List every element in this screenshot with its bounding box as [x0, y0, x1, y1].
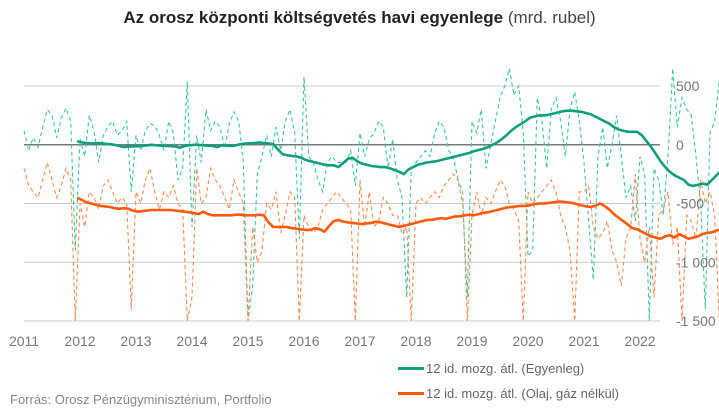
grid-lines — [24, 85, 660, 322]
legend-swatch-orange — [398, 392, 424, 395]
x-tick-label: 2020 — [512, 333, 543, 349]
y-tick-label: 500 — [676, 78, 700, 94]
chart-title-bold: Az orosz központi költségvetés havi egye… — [123, 8, 504, 27]
x-tick-label: 2014 — [176, 333, 207, 349]
series-line-3 — [23, 160, 719, 322]
y-tick-label: -1 500 — [676, 313, 716, 329]
x-tick-label: 2018 — [400, 333, 431, 349]
x-axis-labels: 2011 2012 2013 2014 2015 2016 2017 2018 2019 2020… — [9, 333, 656, 349]
y-tick-label: -1 000 — [676, 254, 716, 270]
y-axis-labels: 500 0 -500 -1 000 -1 500 — [676, 78, 716, 329]
legend-label: 12 id. mozg. átl. (Olaj, gáz nélkül) — [426, 386, 619, 401]
legend-label: 12 id. mozg. átl. (Egyenleg) — [426, 361, 585, 376]
moving-average-series — [76, 109, 719, 241]
x-tick-label: 2012 — [64, 333, 95, 349]
series-line-2 — [23, 68, 719, 322]
source-note: Forrás: Orosz Pénzügyminisztérium, Portf… — [10, 392, 272, 407]
x-tick-label: 2022 — [624, 333, 655, 349]
x-tick-label: 2011 — [9, 333, 39, 349]
series-line-0 — [76, 109, 719, 188]
x-tick-label: 2015 — [232, 333, 263, 349]
y-tick-label: -500 — [676, 196, 704, 212]
chart-title-unit: (mrd. rubel) — [503, 8, 596, 27]
legend-item-olaj-gaz-nelkul: 12 id. mozg. átl. (Olaj, gáz nélkül) — [398, 386, 619, 401]
series-line-1 — [76, 196, 719, 241]
y-tick-label: 0 — [676, 137, 684, 153]
monthly-series — [23, 68, 719, 322]
legend-swatch-green — [398, 367, 424, 370]
x-tick-label: 2016 — [288, 333, 319, 349]
chart-title: Az orosz központi költségvetés havi egye… — [0, 8, 719, 28]
x-tick-label: 2017 — [344, 333, 375, 349]
x-tick-label: 2021 — [568, 333, 599, 349]
legend-item-egyenleg: 12 id. mozg. átl. (Egyenleg) — [398, 361, 584, 376]
x-tick-label: 2013 — [120, 333, 151, 349]
x-tick-label: 2019 — [456, 333, 487, 349]
